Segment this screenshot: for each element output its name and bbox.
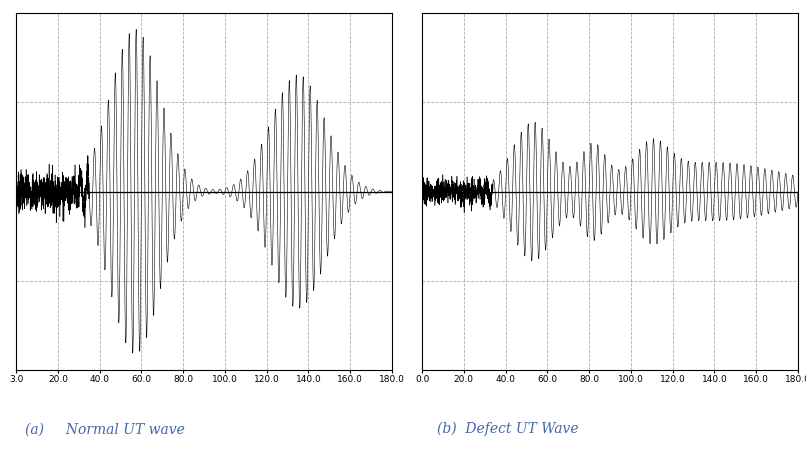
Text: (b)  Defect UT Wave: (b) Defect UT Wave [437,421,579,436]
Text: (a)     Normal UT wave: (a) Normal UT wave [25,421,185,435]
